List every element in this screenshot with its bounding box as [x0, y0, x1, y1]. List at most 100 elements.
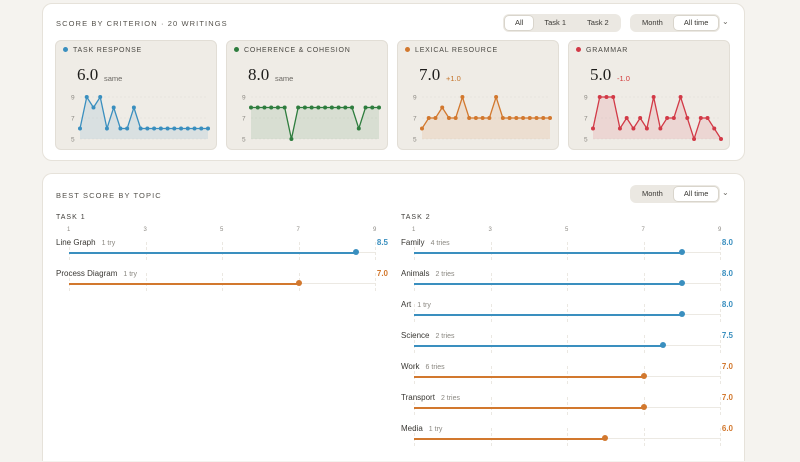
grid-line [490, 366, 493, 384]
y-tick-label: 9 [242, 95, 246, 102]
topic-tries: 1 try [417, 302, 431, 309]
chevron-down-icon[interactable]: ⌄ [722, 188, 729, 197]
topic-row-transport[interactable]: Transport 2 tries 7.0 [401, 393, 733, 419]
topic-tries: 6 tries [425, 364, 445, 371]
grid-line [567, 428, 569, 446]
y-tick-label: 7 [584, 116, 588, 123]
sparkline-point [131, 105, 136, 110]
topic-tries: 2 tries [435, 333, 455, 340]
topic-row-science[interactable]: Science 2 tries 7.5 [401, 331, 733, 357]
sparkline-point [719, 137, 723, 141]
chevron-down-icon[interactable]: ⌄ [722, 17, 729, 26]
topic-name: Line Graph 1 try [56, 238, 115, 247]
topic-name-text: Animals [401, 269, 430, 278]
topic-name-text: Family [401, 238, 425, 247]
topic-name-text: Transport [401, 393, 435, 402]
sparkline-point [453, 116, 458, 120]
criterion-sparkline: 9 7 5 [71, 95, 210, 144]
sparkline-point [651, 95, 656, 99]
sparkline-point [604, 95, 609, 99]
grid-line [414, 366, 416, 384]
topic-row-line-graph[interactable]: Line Graph 1 try 8.5 [56, 238, 388, 264]
topic-name: Work 6 tries [401, 362, 445, 371]
criterion-score: 7.0 [419, 65, 441, 84]
topic-tries: 1 try [428, 426, 443, 433]
criterion-score: 6.0 [77, 65, 99, 84]
filter-task2[interactable]: Task 2 [587, 18, 609, 27]
filter-all[interactable]: All [505, 16, 534, 30]
y-tick-label: 9 [584, 95, 588, 102]
grid-line [375, 242, 377, 260]
topic-tries: 4 tries [430, 240, 450, 247]
score-marker [678, 249, 685, 255]
topic-row-animals[interactable]: Animals 2 tries 8.0 [401, 269, 733, 295]
sparkline-point [631, 126, 636, 131]
score-marker [659, 342, 666, 348]
grid-line [643, 304, 646, 322]
sparkline-point [460, 95, 465, 99]
range-month[interactable]: Month [642, 18, 663, 27]
sparkline-point [138, 126, 143, 131]
topics-range-all-time[interactable]: All time [673, 187, 719, 201]
sparkline-point [192, 126, 197, 131]
score-marker [678, 280, 685, 286]
criterion-score: 8.0 [248, 65, 270, 84]
topics-range-month[interactable]: Month [642, 189, 663, 198]
sparkline-point [98, 95, 103, 99]
sparkline-point [302, 105, 307, 110]
topic-row-process-diagram[interactable]: Process Diagram 1 try 7.0 [56, 269, 388, 295]
sparkline-point [712, 126, 717, 131]
score-marker [295, 280, 302, 286]
score-marker [602, 435, 609, 441]
topic-score: 7.0 [721, 393, 733, 402]
filter-task1[interactable]: Task 1 [544, 18, 567, 27]
range-all-time[interactable]: All time [673, 16, 719, 30]
topic-row-art[interactable]: Art 1 try 8.0 [401, 300, 733, 326]
topic-score: 7.0 [376, 269, 388, 278]
grid-line [567, 273, 569, 291]
grid-line [720, 335, 722, 353]
sparkline-point [289, 137, 294, 141]
criterion-card-coherence-cohesion: COHERENCE & COHESION 8.0 same 9 7 5 [226, 40, 388, 150]
grid-line [490, 242, 493, 260]
criterion-title: SCORE BY CRITERION · 20 WRITINGS [56, 19, 228, 28]
topic-row-media[interactable]: Media 1 try 6.0 [401, 424, 733, 450]
sparkline-point [644, 126, 649, 131]
score-bar [69, 283, 299, 285]
sparkline-point [611, 95, 616, 99]
sparkline-point [500, 116, 505, 120]
scale-tick: 5 [565, 227, 569, 233]
topic-name-text: Media [401, 424, 423, 433]
y-tick-label: 7 [242, 116, 246, 123]
score-bar [414, 407, 644, 409]
topic-name: Science 2 tries [401, 331, 455, 340]
grid-line [567, 397, 569, 415]
sparkline-point [480, 116, 485, 120]
topic-score: 6.0 [721, 424, 733, 433]
topic-name-text: Science [401, 331, 430, 340]
task-filter: All Task 1 Task 2 [503, 14, 621, 32]
score-bar [414, 345, 663, 347]
task1-title: TASK 1 [56, 214, 86, 221]
topic-row-family[interactable]: Family 4 tries 8.0 [401, 238, 733, 264]
sparkline-point [426, 116, 431, 120]
grid-line [490, 273, 493, 291]
score-marker [640, 373, 647, 379]
criterion-label: LEXICAL RESOURCE [405, 46, 498, 54]
y-tick-label: 7 [413, 116, 417, 123]
grid-line [69, 242, 71, 260]
score-bar [414, 314, 682, 316]
topic-row-work[interactable]: Work 6 tries 7.0 [401, 362, 733, 388]
scale-tick: 3 [143, 227, 147, 233]
topic-tries: 1 try [101, 240, 116, 247]
grid-line [222, 242, 224, 260]
y-tick-label: 7 [71, 116, 75, 123]
sparkline-point [665, 116, 670, 120]
series-dot-icon [234, 46, 239, 52]
grid-line [375, 273, 377, 291]
sparkline-point [671, 116, 676, 120]
sparkline-point [199, 126, 204, 131]
sparkline-point [78, 126, 82, 131]
scale-tick: 9 [373, 227, 377, 233]
sparkline-point [514, 116, 519, 120]
